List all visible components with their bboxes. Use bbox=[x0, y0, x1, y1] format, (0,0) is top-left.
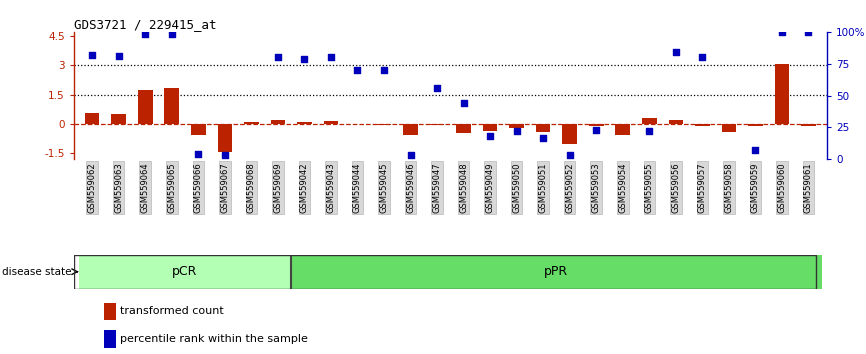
Bar bbox=[483, 124, 497, 131]
Text: GDS3721 / 229415_at: GDS3721 / 229415_at bbox=[74, 18, 216, 31]
Bar bbox=[297, 122, 312, 124]
Point bbox=[324, 55, 338, 60]
Point bbox=[404, 153, 417, 158]
Bar bbox=[104, 331, 116, 348]
Point bbox=[430, 85, 444, 91]
Point bbox=[85, 52, 99, 58]
Point bbox=[298, 56, 312, 62]
Bar bbox=[695, 124, 709, 126]
Bar bbox=[589, 124, 604, 126]
Bar bbox=[244, 122, 259, 124]
Point bbox=[351, 67, 365, 73]
Bar bbox=[404, 124, 417, 135]
Point bbox=[775, 29, 789, 35]
Bar bbox=[509, 124, 524, 127]
Bar bbox=[774, 64, 789, 124]
Bar bbox=[138, 90, 152, 124]
Bar bbox=[191, 124, 205, 135]
Bar bbox=[430, 124, 444, 125]
Bar bbox=[456, 124, 471, 133]
Point bbox=[191, 152, 205, 157]
Point bbox=[510, 129, 524, 134]
Bar bbox=[616, 124, 630, 135]
Point bbox=[112, 53, 126, 59]
Bar bbox=[562, 124, 577, 144]
Text: disease state: disease state bbox=[2, 267, 71, 277]
Text: transformed count: transformed count bbox=[120, 306, 224, 316]
Bar bbox=[112, 114, 126, 124]
Point bbox=[695, 55, 709, 60]
Text: percentile rank within the sample: percentile rank within the sample bbox=[120, 334, 308, 344]
Point bbox=[589, 127, 603, 133]
Point bbox=[165, 32, 178, 37]
Bar bbox=[669, 120, 683, 124]
Point bbox=[271, 55, 285, 60]
Text: pPR: pPR bbox=[545, 265, 568, 278]
Bar bbox=[291, 255, 822, 289]
Bar bbox=[104, 303, 116, 320]
Point bbox=[563, 153, 577, 158]
Bar bbox=[801, 124, 816, 126]
Bar bbox=[721, 124, 736, 132]
Point bbox=[377, 67, 391, 73]
Point bbox=[643, 129, 656, 134]
Bar bbox=[270, 120, 285, 124]
Bar bbox=[85, 113, 100, 124]
Bar bbox=[748, 124, 763, 126]
Bar bbox=[642, 118, 656, 124]
Bar bbox=[324, 121, 339, 124]
Point bbox=[139, 32, 152, 37]
Point bbox=[483, 133, 497, 139]
Point bbox=[456, 101, 470, 106]
Bar bbox=[217, 124, 232, 153]
Bar bbox=[79, 255, 291, 289]
Point bbox=[802, 29, 816, 35]
Point bbox=[218, 153, 232, 158]
Text: pCR: pCR bbox=[172, 265, 197, 278]
Point bbox=[536, 135, 550, 141]
Point bbox=[748, 148, 762, 153]
Point bbox=[669, 50, 682, 55]
Bar bbox=[165, 88, 179, 124]
Bar bbox=[536, 124, 551, 132]
Bar bbox=[377, 124, 391, 125]
